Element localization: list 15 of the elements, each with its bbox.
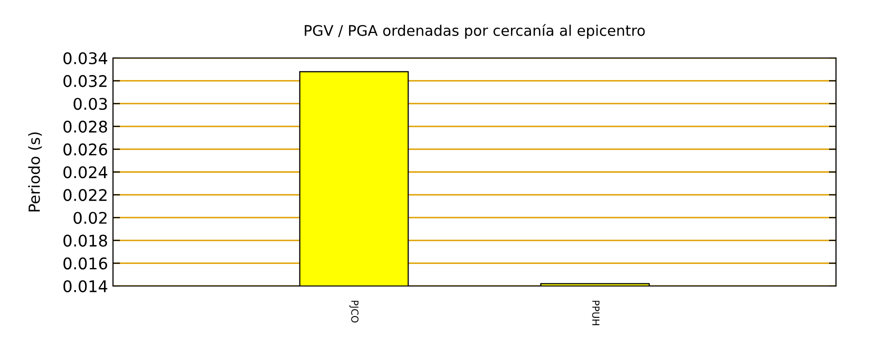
y-tick-label: 0.016: [63, 257, 108, 270]
y-tick-label: 0.014: [63, 280, 108, 292]
y-axis-title: Periodo (s): [28, 132, 42, 212]
y-tick-label: 0.024: [63, 166, 108, 178]
chart-title: PGV / PGA ordenadas por cercanía al epicentro: [304, 24, 645, 39]
y-tick-label: 0.03: [74, 98, 107, 110]
y-tick-label: 0.028: [63, 120, 108, 133]
y-tick-label: 0.026: [63, 143, 108, 156]
y-tick-label: 0.018: [63, 234, 108, 247]
y-tick-label: 0.034: [63, 52, 108, 64]
y-tick-label: 0.032: [63, 75, 107, 88]
x-tick-label: PPUH: [592, 300, 600, 326]
y-tick-label: 0.022: [63, 189, 107, 202]
x-tick-label: PJCO: [349, 300, 359, 323]
y-tick-label: 0.02: [74, 212, 107, 224]
